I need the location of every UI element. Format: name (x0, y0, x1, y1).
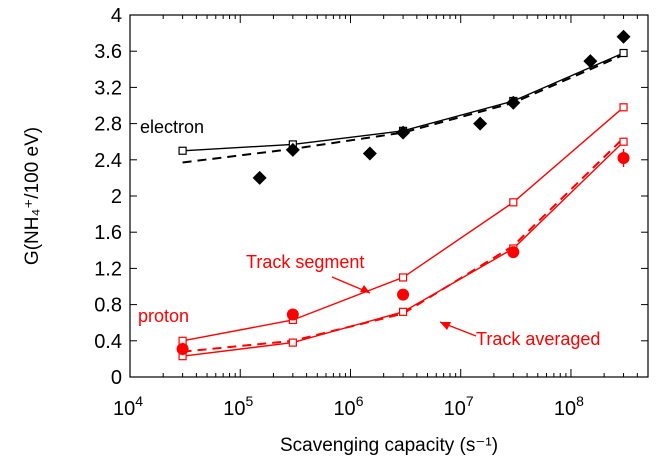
series-4-point-2 (398, 307, 408, 316)
x-tick-label-0: 104 (113, 393, 143, 420)
y-tick-label-10: 4 (111, 5, 122, 27)
series-1-line (182, 53, 624, 164)
y-tick-label-6: 2.4 (94, 150, 122, 172)
series-6-point-4 (617, 151, 630, 164)
series-2-point-0 (252, 170, 267, 185)
y-tick-label-4: 1.6 (94, 222, 122, 244)
series-3-point-3 (509, 198, 518, 207)
series-4-line (182, 141, 624, 357)
y-tick-label-8: 3.2 (94, 77, 122, 99)
series-2-point-2 (362, 146, 377, 161)
series-5-line (182, 137, 625, 353)
track-segment-arrowhead (360, 285, 370, 293)
proton-label: proton (138, 306, 189, 326)
ticks: 0 0.4 0.8 1.2 1.6 2 2.4 2.8 3.2 3.6 4 104 105 106 107 1… (94, 5, 649, 420)
electron-label: electron (140, 117, 204, 137)
series-2-point-6 (583, 54, 598, 69)
y-tick-label-5: 2 (111, 186, 122, 208)
series-0-point-0 (178, 146, 187, 155)
series-0-point-4 (619, 48, 628, 58)
y-tick-label-0: 0 (111, 367, 122, 389)
series-2-point-3 (396, 125, 411, 140)
series-4-point-4 (619, 137, 628, 146)
y-tick-label-2: 0.8 (94, 295, 122, 317)
y-axis-title: G(NH₄⁺/100 eV) (22, 127, 43, 265)
x-tick-label-2: 106 (333, 393, 363, 420)
y-tick-label-1: 0.4 (94, 331, 122, 353)
series-6-point-1 (286, 308, 299, 321)
series-3-point-4 (619, 103, 628, 112)
series-2-point-1 (285, 142, 300, 157)
series-3-line (182, 106, 624, 342)
series-2-point-5 (506, 95, 521, 110)
plot-frame (129, 14, 649, 378)
y-tick-label-3: 1.2 (94, 258, 122, 280)
series-2-point-4 (473, 116, 488, 131)
track-averaged-arrowhead (440, 322, 451, 330)
series-6-point-0 (176, 342, 189, 355)
track-averaged-label: Track averaged (476, 329, 600, 349)
series-2-point-7 (616, 29, 631, 44)
series-6-point-3 (507, 246, 520, 259)
markers-layer (176, 29, 631, 361)
series-3-point-2 (398, 273, 408, 282)
series-4-point-1 (288, 338, 297, 347)
series-6-point-2 (397, 288, 410, 301)
x-tick-label-4: 108 (554, 393, 584, 420)
x-tick-label-3: 107 (444, 393, 474, 420)
x-tick-label-1: 105 (223, 393, 253, 420)
track-segment-label: Track segment (246, 252, 364, 272)
y-tick-label-7: 2.8 (94, 114, 122, 136)
y-tick-label-9: 3.6 (94, 41, 122, 63)
x-axis-title: Scavenging capacity (s⁻¹) (280, 435, 498, 456)
